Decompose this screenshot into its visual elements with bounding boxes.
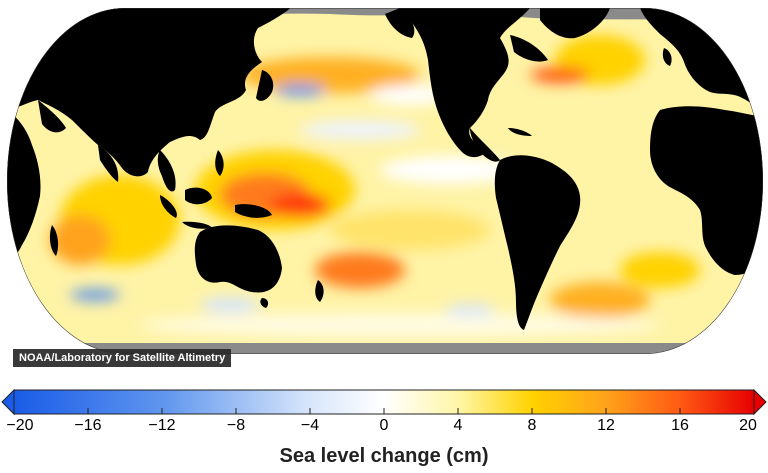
southeast-asia bbox=[157, 150, 176, 192]
eurasia bbox=[7, 8, 300, 177]
philippines bbox=[215, 150, 224, 176]
colorbar-tick-label: 0 bbox=[379, 417, 389, 434]
alaska bbox=[385, 8, 415, 38]
colorbar-max-arrow bbox=[753, 388, 767, 416]
colorbar-axis-label: Sea level change (cm) bbox=[279, 445, 489, 467]
japan bbox=[256, 70, 274, 101]
map-credit: NOAA/Laboratory for Satellite Altimetry bbox=[13, 349, 232, 367]
sea-level-map bbox=[7, 8, 763, 354]
greenland bbox=[540, 8, 610, 39]
sea-level-anomaly-field bbox=[50, 35, 700, 337]
antarctica-land bbox=[260, 344, 640, 354]
indonesia-sumatra bbox=[160, 195, 177, 218]
colorbar-tick-label: −12 bbox=[148, 417, 176, 434]
indonesia-borneo bbox=[185, 187, 212, 205]
new-guinea bbox=[235, 204, 272, 218]
canada-east bbox=[510, 35, 548, 62]
colorbar-ticks bbox=[13, 408, 755, 414]
colorbar-tick-label: −16 bbox=[74, 417, 102, 434]
south-america bbox=[494, 155, 581, 330]
colorbar bbox=[1, 388, 767, 416]
tasmania bbox=[260, 298, 269, 308]
madagascar bbox=[49, 225, 59, 256]
north-america bbox=[400, 8, 530, 158]
british-isles bbox=[662, 48, 672, 66]
india bbox=[98, 145, 119, 182]
colorbar-tick-label: 4 bbox=[453, 417, 463, 434]
colorbar-tick-label: 8 bbox=[527, 417, 537, 434]
colorbar-tick-label: 16 bbox=[671, 417, 689, 434]
colorbar-tick-label: −4 bbox=[300, 417, 320, 434]
africa-east bbox=[650, 106, 763, 275]
central-america bbox=[470, 128, 500, 162]
cuba bbox=[508, 128, 532, 136]
arabia bbox=[38, 100, 66, 133]
australia bbox=[194, 225, 282, 293]
indonesia-java bbox=[182, 221, 212, 229]
colorbar-tick-label: −20 bbox=[6, 417, 34, 434]
new-zealand bbox=[315, 280, 324, 302]
map-border bbox=[7, 8, 763, 354]
colorbar-tick-label: −8 bbox=[226, 417, 246, 434]
colorbar-tick-label: 12 bbox=[597, 417, 615, 434]
mediterranean-gap bbox=[690, 98, 735, 108]
colorbar-tick-label: 20 bbox=[739, 417, 757, 434]
colorbar-min-arrow bbox=[1, 388, 15, 416]
